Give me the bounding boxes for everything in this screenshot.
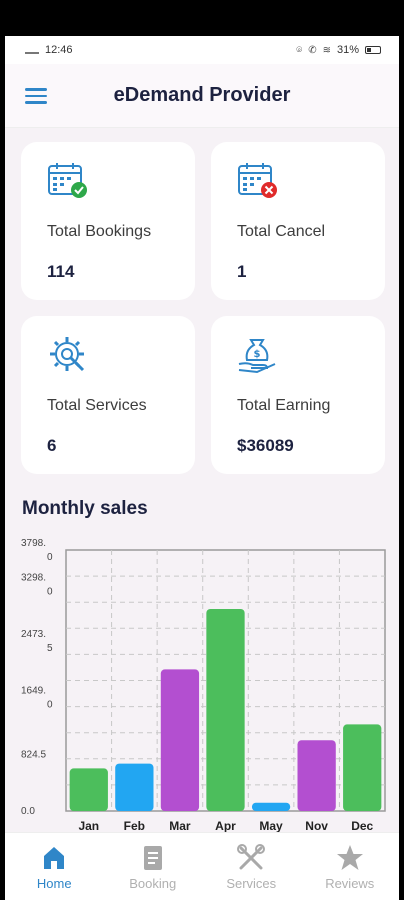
- x-tick-label: Apr: [215, 819, 236, 833]
- x-tick-label: Jan: [78, 819, 99, 833]
- y-tick-label: 3298.0: [21, 572, 53, 597]
- money-bag-hand-icon: $: [238, 339, 276, 374]
- bar: [206, 608, 245, 811]
- calendar-cancel-icon: [238, 163, 277, 198]
- card-value: 1: [237, 262, 247, 281]
- wifi-icon: ≋: [322, 44, 331, 56]
- bottom-nav: Home Booking Services Reviews: [5, 832, 399, 900]
- app-bar: eDemand Provider: [5, 64, 399, 128]
- svg-text:$: $: [254, 349, 261, 360]
- card-value: 114: [47, 262, 75, 281]
- menu-icon[interactable]: [25, 88, 47, 104]
- y-tick-label: 0.0: [21, 806, 35, 817]
- call-icon: ✆: [308, 44, 317, 56]
- bar: [343, 724, 382, 811]
- x-tick-label: Nov: [305, 819, 328, 833]
- nav-home[interactable]: Home: [14, 843, 94, 891]
- monthly-sales-chart: 3798.0 3298.0 2473.5 1649.0 824.5 0.0 Jan Feb Ma…: [21, 538, 386, 833]
- calendar-check-icon: [48, 163, 87, 198]
- battery-percent: 31%: [336, 44, 359, 56]
- signal-icon: [25, 46, 39, 54]
- y-tick-label: 3798.0: [21, 538, 53, 563]
- gear-wrench-icon: [50, 337, 85, 372]
- total-bookings-card[interactable]: Total Bookings 114: [21, 142, 195, 300]
- x-tick-label: Dec: [351, 819, 373, 833]
- card-label: Total Cancel: [237, 223, 326, 240]
- total-services-card[interactable]: Total Services 6: [21, 316, 195, 474]
- tools-icon: [237, 843, 266, 869]
- nav-label: Booking: [129, 875, 177, 891]
- bar: [160, 669, 200, 811]
- y-tick-label: 2473.5: [21, 629, 53, 654]
- card-value: $36089: [237, 436, 294, 455]
- x-tick-label: Mar: [169, 819, 191, 833]
- page-title: eDemand Provider: [113, 84, 291, 106]
- nav-label: Home: [36, 875, 72, 891]
- nav-reviews[interactable]: Reviews: [310, 843, 390, 891]
- card-label: Total Bookings: [47, 223, 152, 240]
- y-tick-label: 824.5: [21, 749, 46, 760]
- total-cancel-card[interactable]: Total Cancel 1: [211, 142, 385, 300]
- card-label: Total Services: [47, 397, 147, 414]
- star-icon: [336, 844, 363, 870]
- nav-services[interactable]: Services: [211, 843, 291, 891]
- nav-label: Services: [226, 875, 277, 891]
- y-tick-label: 1649.0: [21, 686, 53, 711]
- total-earning-card[interactable]: $ Total Earning $36089: [211, 316, 385, 474]
- card-value: 6: [47, 436, 57, 455]
- card-label: Total Earning: [237, 397, 331, 414]
- status-bar: 12:46 ⌾ ✆ ≋ 31%: [5, 36, 399, 64]
- booking-document-icon: [143, 845, 162, 870]
- home-icon: [44, 846, 65, 869]
- nav-label: Reviews: [325, 875, 375, 891]
- monthly-sales-title: Monthly sales: [22, 498, 148, 519]
- bar: [69, 768, 108, 811]
- app-screen: 12:46 ⌾ ✆ ≋ 31% eDemand Provider: [5, 36, 399, 900]
- bar: [251, 802, 291, 811]
- battery-icon: [365, 46, 381, 54]
- bar: [115, 763, 154, 811]
- nav-booking[interactable]: Booking: [113, 843, 193, 891]
- x-tick-label: May: [259, 819, 283, 833]
- status-time: 12:46: [45, 44, 73, 56]
- x-tick-label: Feb: [124, 819, 145, 833]
- location-icon: ⌾: [296, 44, 303, 56]
- bar: [297, 740, 336, 811]
